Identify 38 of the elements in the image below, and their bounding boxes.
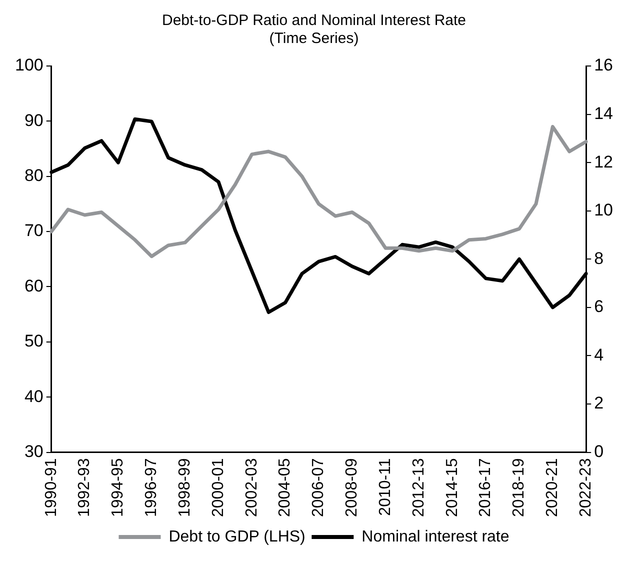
x-tick-label: 1994-95 <box>110 458 127 517</box>
x-tick-label: 1990-91 <box>42 458 60 517</box>
y2-tick-label: 2 <box>594 394 604 413</box>
x-tick-label: 2000-01 <box>210 458 227 517</box>
x-tick-label: 2004-05 <box>276 458 294 517</box>
legend-label: Debt to GDP (LHS) <box>168 528 306 546</box>
x-tick-label: 2016-17 <box>477 458 494 517</box>
y2-tick-label: 6 <box>594 297 604 316</box>
x-tick-label: 2002-03 <box>243 458 260 517</box>
x-tick-label: 2018-19 <box>510 458 528 517</box>
x-tick-label: 2020-21 <box>544 458 562 517</box>
y-tick-label: 70 <box>24 221 44 240</box>
y2-tick-label: 8 <box>594 248 604 268</box>
y2-tick-label: 14 <box>594 104 614 123</box>
y-tick-label: 80 <box>24 166 44 186</box>
y-tick-label: 40 <box>24 386 44 406</box>
y2-tick-label: 16 <box>594 56 614 75</box>
x-tick-label: 1998-99 <box>176 458 194 517</box>
text: (Time Series) <box>269 30 359 48</box>
y2-tick-label: 4 <box>594 345 604 364</box>
y2-tick-label: 12 <box>594 152 614 172</box>
x-tick-label: 2012-13 <box>410 458 428 517</box>
y-tick-label: 60 <box>24 276 44 296</box>
x-tick-label: 2006-07 <box>310 458 328 517</box>
text: Debt-to-GDP Ratio and Nominal Interest Rate <box>162 12 466 30</box>
y-tick-label: 50 <box>24 332 44 351</box>
y-tick-label: 90 <box>24 110 44 130</box>
y-tick-label: 30 <box>24 442 44 461</box>
x-tick-label: 1992-93 <box>76 458 94 517</box>
legend-label: Nominal interest rate <box>362 528 510 546</box>
y2-tick-label: 10 <box>594 200 614 220</box>
x-tick-label: 2010-11 <box>376 458 394 516</box>
y-tick-label: 100 <box>14 56 44 75</box>
x-tick-label: 2008-09 <box>344 458 361 517</box>
x-tick-label: 2014-15 <box>444 458 461 517</box>
y2-tick-label: 0 <box>594 442 604 461</box>
x-tick-label: 2022-23 <box>577 458 594 517</box>
x-tick-label: 1996-97 <box>143 458 160 517</box>
